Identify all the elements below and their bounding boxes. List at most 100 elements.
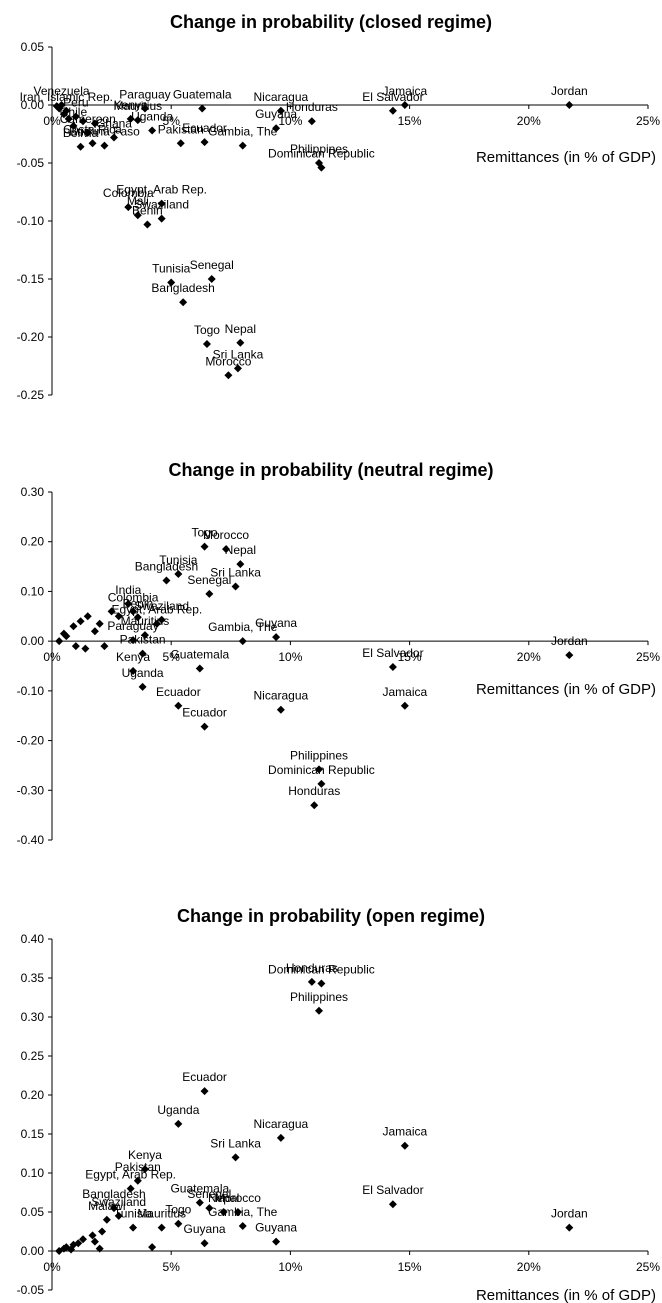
chart-panel-closed: Change in probability (closed regime) 0.… bbox=[0, 0, 662, 410]
y-tick-label: -0.30 bbox=[17, 783, 45, 797]
x-tick-label: 25% bbox=[636, 650, 660, 664]
data-label: Swaziland bbox=[134, 198, 189, 212]
data-point bbox=[95, 619, 104, 628]
data-point bbox=[107, 607, 116, 616]
data-point bbox=[90, 119, 99, 128]
data-label: Paraguay bbox=[107, 619, 158, 633]
data-point bbox=[76, 142, 85, 151]
data-point bbox=[157, 214, 166, 223]
data-label: Gambia, The bbox=[208, 620, 277, 634]
data-label: Nicaragua bbox=[254, 90, 309, 104]
data-label: Bangladesh bbox=[151, 281, 214, 295]
data-point bbox=[200, 1087, 209, 1096]
y-tick-label: 0.05 bbox=[21, 40, 45, 54]
data-point bbox=[157, 615, 166, 624]
x-tick-label: 20% bbox=[517, 650, 541, 664]
data-label: Tunisia bbox=[152, 261, 191, 275]
y-tick-label: -0.10 bbox=[17, 684, 45, 698]
data-point bbox=[90, 1237, 99, 1246]
data-point bbox=[100, 141, 109, 150]
data-point bbox=[71, 112, 80, 121]
data-label: Bolivia bbox=[63, 126, 99, 140]
data-label: Philippines bbox=[290, 142, 348, 156]
y-tick-label: 0.10 bbox=[21, 1166, 45, 1180]
data-label: Uganda bbox=[131, 110, 173, 124]
x-tick-label: 15% bbox=[398, 1260, 422, 1274]
data-point bbox=[133, 1176, 142, 1185]
data-point bbox=[200, 542, 209, 551]
x-tick-label: 10% bbox=[278, 650, 302, 664]
data-point bbox=[69, 121, 78, 130]
data-label: Ghana bbox=[96, 116, 132, 130]
data-point bbox=[102, 1215, 111, 1224]
data-label: Pakistan bbox=[158, 122, 204, 136]
data-point bbox=[52, 102, 61, 111]
data-point bbox=[317, 779, 326, 788]
y-tick-label: -0.25 bbox=[17, 388, 45, 402]
x-tick-label: 5% bbox=[163, 650, 181, 664]
x-tick-label: 5% bbox=[163, 114, 181, 128]
data-point bbox=[76, 617, 85, 626]
data-point bbox=[238, 141, 247, 150]
x-tick-label: 25% bbox=[636, 114, 660, 128]
data-label: Guatemala bbox=[170, 1182, 229, 1196]
data-label: Sri Lanka bbox=[210, 565, 261, 579]
data-label: Cameroon bbox=[60, 112, 116, 126]
y-tick-label: -0.40 bbox=[17, 833, 45, 847]
data-point bbox=[157, 1223, 166, 1232]
data-label: Ecuador bbox=[182, 121, 227, 135]
data-label: Guatemala bbox=[170, 647, 229, 661]
data-label: Colombia bbox=[108, 590, 159, 604]
y-tick-label: -0.15 bbox=[17, 272, 45, 286]
data-label: Costa Rica bbox=[63, 122, 122, 136]
data-point bbox=[55, 637, 64, 646]
y-tick-label: 0.30 bbox=[21, 485, 45, 499]
y-tick-label: 0.10 bbox=[21, 584, 45, 598]
data-point bbox=[233, 364, 242, 373]
data-label: Morocco bbox=[215, 1191, 261, 1205]
data-point bbox=[78, 1235, 87, 1244]
data-point bbox=[143, 220, 152, 229]
data-point bbox=[109, 1204, 118, 1213]
data-label: Bangladesh bbox=[135, 559, 198, 573]
x-tick-label: 0% bbox=[43, 1260, 61, 1274]
data-point bbox=[200, 722, 209, 731]
data-label: Nepal bbox=[225, 543, 256, 557]
x-tick-label: 20% bbox=[517, 1260, 541, 1274]
data-point bbox=[174, 570, 183, 579]
y-tick-label: 0.00 bbox=[21, 1244, 45, 1258]
data-label: Tunisia bbox=[159, 553, 198, 567]
data-label: Kenya bbox=[114, 98, 148, 112]
data-point bbox=[317, 163, 326, 172]
data-point bbox=[231, 582, 240, 591]
y-tick-label: 0.25 bbox=[21, 1049, 45, 1063]
x-tick-label: 15% bbox=[398, 650, 422, 664]
data-point bbox=[400, 101, 409, 109]
data-point bbox=[59, 110, 68, 119]
data-label: Morocco bbox=[205, 354, 251, 368]
data-point bbox=[69, 622, 78, 631]
data-label: Guatemala bbox=[173, 87, 232, 101]
data-label: Nicaragua bbox=[254, 689, 309, 703]
chart-title: Change in probability (neutral regime) bbox=[168, 460, 494, 480]
data-label: Egypt, Arab Rep. bbox=[85, 1168, 176, 1182]
data-point bbox=[140, 631, 149, 640]
data-point bbox=[565, 651, 574, 660]
data-point bbox=[167, 278, 176, 287]
y-tick-label: 0.00 bbox=[21, 634, 45, 648]
data-point bbox=[138, 649, 147, 658]
data-point bbox=[83, 128, 92, 137]
data-point bbox=[233, 1208, 242, 1216]
data-label: Guyana bbox=[255, 616, 297, 630]
y-tick-label: -0.05 bbox=[17, 156, 45, 170]
data-label: Nepal bbox=[208, 1191, 239, 1205]
chart-title: Change in probability (open regime) bbox=[176, 906, 486, 926]
data-point bbox=[129, 636, 138, 645]
data-point bbox=[148, 1243, 157, 1252]
data-label: Venezuela bbox=[34, 84, 90, 98]
y-tick-label: 0.40 bbox=[21, 932, 45, 946]
data-label: Senegal bbox=[190, 258, 234, 272]
data-point bbox=[205, 589, 214, 598]
data-point bbox=[179, 298, 188, 307]
data-label: Colombia bbox=[103, 186, 154, 200]
